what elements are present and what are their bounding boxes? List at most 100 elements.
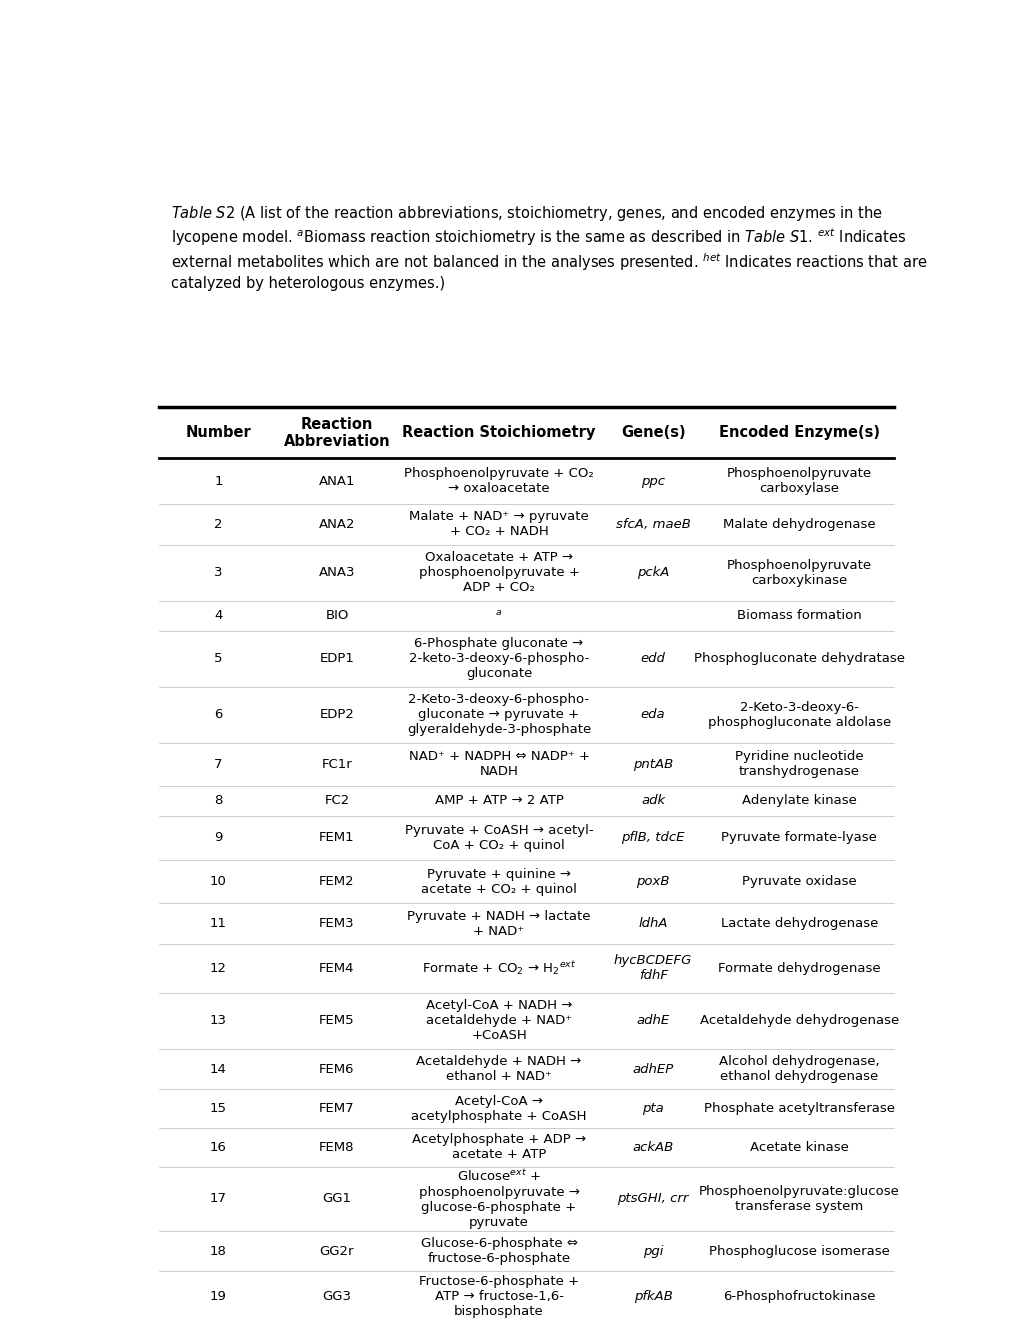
Text: 3: 3 [214,566,222,579]
Text: 7: 7 [214,758,222,771]
Text: Gene(s): Gene(s) [621,425,685,441]
Text: Phosphoenolpyruvate
carboxykinase: Phosphoenolpyruvate carboxykinase [727,558,871,586]
Text: BIO: BIO [325,610,348,622]
Text: pta: pta [642,1102,663,1115]
Text: FEM2: FEM2 [319,875,355,888]
Text: Formate + CO$_2$ → H$_2$$^{ext}$: Formate + CO$_2$ → H$_2$$^{ext}$ [422,960,576,977]
Text: Encoded Enzyme(s): Encoded Enzyme(s) [718,425,879,441]
Text: pfkAB: pfkAB [633,1290,672,1303]
Text: Phosphogluconate dehydratase: Phosphogluconate dehydratase [693,652,904,665]
Text: hycBCDEFG
fdhF: hycBCDEFG fdhF [613,954,692,982]
Text: pflB, tdcE: pflB, tdcE [621,832,685,845]
Text: Biomass formation: Biomass formation [737,610,861,622]
Text: Phosphate acetyltransferase: Phosphate acetyltransferase [703,1102,894,1115]
Text: 6-Phosphofructokinase: 6-Phosphofructokinase [722,1290,875,1303]
Text: Pyruvate + NADH → lactate
+ NAD⁺: Pyruvate + NADH → lactate + NAD⁺ [407,909,590,937]
Text: FEM7: FEM7 [319,1102,355,1115]
Text: 19: 19 [210,1290,226,1303]
Text: ackAB: ackAB [632,1140,674,1154]
Text: pntAB: pntAB [633,758,673,771]
Text: 2: 2 [214,517,222,531]
Text: ANA2: ANA2 [318,517,355,531]
Text: Phosphoenolpyruvate
carboxylase: Phosphoenolpyruvate carboxylase [727,467,871,495]
Text: Pyruvate formate-lyase: Pyruvate formate-lyase [720,832,876,845]
Text: eda: eda [640,709,664,721]
Text: 6-Phosphate gluconate →
2-keto-3-deoxy-6-phospho-
gluconate: 6-Phosphate gluconate → 2-keto-3-deoxy-6… [409,638,589,681]
Text: 1: 1 [214,475,222,487]
Text: GG2r: GG2r [319,1245,354,1258]
Text: NAD⁺ + NADPH ⇔ NADP⁺ +
NADH: NAD⁺ + NADPH ⇔ NADP⁺ + NADH [409,750,589,779]
Text: 10: 10 [210,875,226,888]
Text: Pyruvate + CoASH → acetyl-
CoA + CO₂ + quinol: Pyruvate + CoASH → acetyl- CoA + CO₂ + q… [405,824,593,851]
Text: Lactate dehydrogenase: Lactate dehydrogenase [720,917,877,931]
Text: GG3: GG3 [322,1290,352,1303]
Text: pgi: pgi [642,1245,662,1258]
Text: Fructose-6-phosphate +
ATP → fructose-1,6-
bisphosphate: Fructose-6-phosphate + ATP → fructose-1,… [419,1275,579,1319]
Text: Acetaldehyde dehydrogenase: Acetaldehyde dehydrogenase [699,1014,898,1027]
Text: Malate + NAD⁺ → pyruvate
+ CO₂ + NADH: Malate + NAD⁺ → pyruvate + CO₂ + NADH [409,511,588,539]
Text: FEM3: FEM3 [319,917,355,931]
Text: $^{a}$: $^{a}$ [495,610,502,622]
Text: 9: 9 [214,832,222,845]
Text: Formate dehydrogenase: Formate dehydrogenase [717,962,879,975]
Text: FC1r: FC1r [321,758,352,771]
Text: 4: 4 [214,610,222,622]
Text: $\it{Table\ S2}$ (A list of the reaction abbreviations, stoichiometry, genes, an: $\it{Table\ S2}$ (A list of the reaction… [171,205,926,290]
Text: 8: 8 [214,795,222,808]
Text: Phosphoenolpyruvate:glucose
transferase system: Phosphoenolpyruvate:glucose transferase … [698,1184,899,1213]
Text: ANA3: ANA3 [318,566,355,579]
Text: sfcA, maeB: sfcA, maeB [615,517,690,531]
Text: Pyruvate oxidase: Pyruvate oxidase [742,875,856,888]
Text: Acetylphosphate + ADP →
acetate + ATP: Acetylphosphate + ADP → acetate + ATP [412,1134,586,1162]
Text: Reaction
Abbreviation: Reaction Abbreviation [283,417,390,449]
Text: Adenylate kinase: Adenylate kinase [741,795,856,808]
Text: 14: 14 [210,1063,226,1076]
Text: 11: 11 [210,917,226,931]
Text: EDP2: EDP2 [319,709,354,721]
Text: adhEP: adhEP [632,1063,674,1076]
Text: 2-Keto-3-deoxy-6-phospho-
gluconate → pyruvate +
glyeraldehyde-3-phosphate: 2-Keto-3-deoxy-6-phospho- gluconate → py… [407,693,591,737]
Text: FEM8: FEM8 [319,1140,355,1154]
Text: pckA: pckA [637,566,668,579]
Text: FEM4: FEM4 [319,962,355,975]
Text: adk: adk [641,795,664,808]
Text: 15: 15 [210,1102,226,1115]
Text: Pyruvate + quinine →
acetate + CO₂ + quinol: Pyruvate + quinine → acetate + CO₂ + qui… [421,867,577,895]
Text: 16: 16 [210,1140,226,1154]
Text: Phosphoenolpyruvate + CO₂
→ oxaloacetate: Phosphoenolpyruvate + CO₂ → oxaloacetate [404,467,593,495]
Text: Acetyl-CoA + NADH →
acetaldehyde + NAD⁺
+CoASH: Acetyl-CoA + NADH → acetaldehyde + NAD⁺ … [425,999,572,1043]
Text: 12: 12 [210,962,226,975]
Text: Acetaldehyde + NADH →
ethanol + NAD⁺: Acetaldehyde + NADH → ethanol + NAD⁺ [416,1055,581,1084]
Text: EDP1: EDP1 [319,652,354,665]
Text: 5: 5 [214,652,222,665]
Text: adhE: adhE [636,1014,669,1027]
Text: Alcohol dehydrogenase,
ethanol dehydrogenase: Alcohol dehydrogenase, ethanol dehydroge… [718,1055,878,1084]
Text: 13: 13 [210,1014,226,1027]
Text: Reaction Stoichiometry: Reaction Stoichiometry [401,425,595,441]
Text: Number: Number [185,425,251,441]
Text: GG1: GG1 [322,1192,352,1205]
Text: Malate dehydrogenase: Malate dehydrogenase [722,517,875,531]
Text: FEM5: FEM5 [319,1014,355,1027]
Text: poxB: poxB [636,875,669,888]
Text: 18: 18 [210,1245,226,1258]
Text: Acetyl-CoA →
acetylphosphate + CoASH: Acetyl-CoA → acetylphosphate + CoASH [411,1094,586,1123]
Text: Oxaloacetate + ATP →
phosphoenolpyruvate +
ADP + CO₂: Oxaloacetate + ATP → phosphoenolpyruvate… [418,550,579,594]
Text: Phosphoglucose isomerase: Phosphoglucose isomerase [708,1245,889,1258]
Text: ptsGHI, crr: ptsGHI, crr [616,1192,688,1205]
Text: Glucose$^{ext}$ +
phosphoenolpyruvate →
glucose-6-phosphate +
pyruvate: Glucose$^{ext}$ + phosphoenolpyruvate → … [418,1168,579,1229]
Text: Glucose-6-phosphate ⇔
fructose-6-phosphate: Glucose-6-phosphate ⇔ fructose-6-phospha… [420,1237,577,1265]
Text: 17: 17 [210,1192,226,1205]
Text: FC2: FC2 [324,795,350,808]
Text: Acetate kinase: Acetate kinase [749,1140,848,1154]
Text: 6: 6 [214,709,222,721]
Text: FEM6: FEM6 [319,1063,355,1076]
Text: Pyridine nucleotide
transhydrogenase: Pyridine nucleotide transhydrogenase [735,750,863,779]
Text: ANA1: ANA1 [318,475,355,487]
Text: AMP + ATP → 2 ATP: AMP + ATP → 2 ATP [434,795,562,808]
Text: ppc: ppc [641,475,664,487]
Text: 2-Keto-3-deoxy-6-
phosphogluconate aldolase: 2-Keto-3-deoxy-6- phosphogluconate aldol… [707,701,891,729]
Text: edd: edd [640,652,665,665]
Text: ldhA: ldhA [638,917,667,931]
Text: FEM1: FEM1 [319,832,355,845]
